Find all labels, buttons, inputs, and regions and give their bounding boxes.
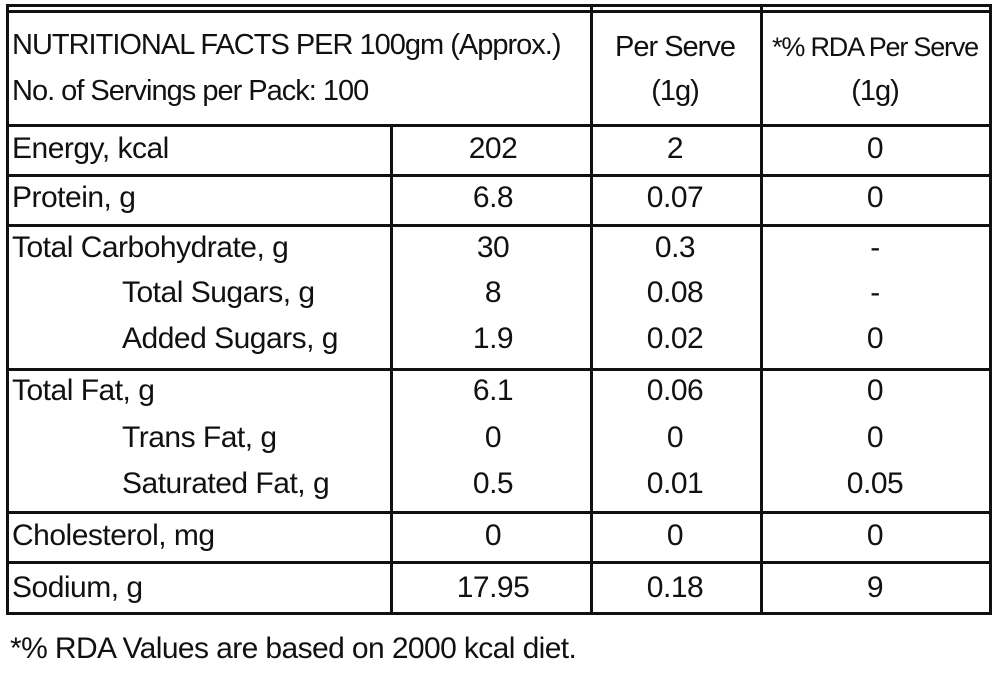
- per-100g-value: 17.95: [456, 571, 530, 604]
- per-serve-value: 0: [666, 421, 684, 454]
- per-serve-value: 0.06: [646, 374, 704, 407]
- row-divider: [9, 224, 989, 227]
- nutrient-name: Added Sugars, g: [122, 322, 339, 355]
- nutrition-table: NUTRITIONAL FACTS PER 100gm (Approx.) No…: [6, 4, 992, 615]
- nutrient-name: Total Sugars, g: [122, 276, 315, 309]
- nutrient-name: Trans Fat, g: [122, 421, 277, 454]
- per-100g-value: 30: [476, 231, 510, 264]
- rda-unit: (1g): [851, 75, 900, 107]
- per-100g-value: 0: [484, 421, 502, 454]
- per-serve-value: 0.08: [646, 276, 704, 309]
- nutrient-name: Protein, g: [12, 181, 136, 214]
- nutrient-name: Energy, kcal: [12, 132, 169, 165]
- per-100g-value: 0.5: [472, 467, 514, 500]
- nutrient-name: Cholesterol, mg: [12, 519, 215, 552]
- per-serve-value: 2: [666, 132, 684, 165]
- table-title: NUTRITIONAL FACTS PER 100gm (Approx.): [12, 29, 562, 61]
- nutrient-name: Total Fat, g: [12, 374, 155, 407]
- col-divider: [760, 7, 763, 612]
- nutrient-name: Sodium, g: [12, 571, 143, 604]
- row-divider: [9, 174, 989, 177]
- header-top-rule: [9, 10, 989, 13]
- per-serve-header: Per Serve: [615, 31, 736, 63]
- col-divider: [390, 124, 393, 612]
- per-serve-value: 0.01: [646, 467, 704, 500]
- nutrient-name: Total Carbohydrate, g: [12, 231, 289, 264]
- per-100g-value: 0: [484, 519, 502, 552]
- per-serve-unit: (1g): [651, 75, 700, 107]
- per-serve-value: 0.02: [646, 322, 704, 355]
- rda-value: 0: [866, 519, 884, 552]
- rda-value: 0.05: [846, 467, 904, 500]
- row-divider: [9, 368, 989, 371]
- col-divider: [590, 7, 593, 612]
- rda-header: *% RDA Per Serve: [772, 32, 979, 62]
- per-100g-value: 1.9: [472, 322, 514, 355]
- rda-value: 9: [866, 571, 884, 604]
- per-serve-value: 0: [666, 519, 684, 552]
- row-divider: [9, 561, 989, 564]
- row-divider: [9, 511, 989, 514]
- row-divider: [9, 124, 989, 127]
- per-serve-value: 0.07: [646, 181, 704, 214]
- rda-value: -: [870, 276, 880, 309]
- per-serve-value: 0.3: [654, 231, 696, 264]
- nutrient-name: Saturated Fat, g: [122, 467, 330, 500]
- rda-value: -: [870, 231, 880, 264]
- per-100g-value: 8: [484, 276, 502, 309]
- rda-value: 0: [866, 322, 884, 355]
- rda-value: 0: [866, 374, 884, 407]
- per-100g-value: 6.8: [472, 181, 514, 214]
- per-100g-value: 202: [468, 132, 518, 165]
- per-100g-value: 6.1: [472, 374, 514, 407]
- rda-footnote: *% RDA Values are based on 2000 kcal die…: [10, 632, 577, 665]
- rda-value: 0: [866, 132, 884, 165]
- rda-value: 0: [866, 181, 884, 214]
- servings-per-pack: No. of Servings per Pack: 100: [12, 75, 369, 107]
- per-serve-value: 0.18: [646, 571, 704, 604]
- rda-value: 0: [866, 421, 884, 454]
